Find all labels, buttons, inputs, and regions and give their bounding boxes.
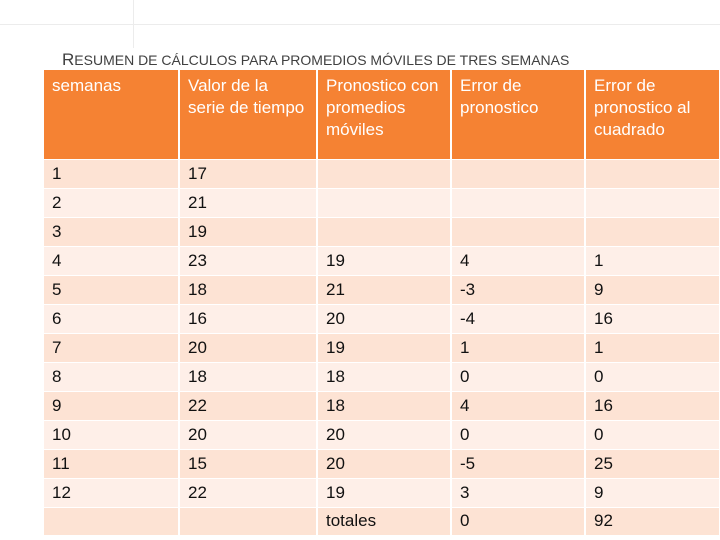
cell-semana <box>44 506 180 535</box>
cell-error <box>451 187 586 217</box>
totals-label: totales <box>317 506 452 535</box>
header-error-cuadrado: Error de pronostico al cuadrado <box>585 70 720 159</box>
cell-semana: 6 <box>44 303 180 333</box>
cell-error: -3 <box>451 274 586 304</box>
cell-error-cuadrado: 1 <box>585 245 720 275</box>
table-row: 11 15 20 -5 25 <box>44 448 720 478</box>
cell-semana: 3 <box>44 216 180 246</box>
cell-error-cuadrado: 1 <box>585 332 720 362</box>
table-row: 10 20 20 0 0 <box>44 419 720 449</box>
cell-valor: 18 <box>179 274 318 304</box>
cell-error-cuadrado: 16 <box>585 390 720 420</box>
cell-pronostico <box>317 187 452 217</box>
cell-error-cuadrado <box>585 158 720 188</box>
cell-error-cuadrado <box>585 216 720 246</box>
table-row: 7 20 19 1 1 <box>44 332 720 362</box>
cell-error: 0 <box>451 419 586 449</box>
table-row: 1 17 <box>44 158 720 188</box>
cell-error: 4 <box>451 390 586 420</box>
cell-valor: 22 <box>179 477 318 507</box>
cell-pronostico: 20 <box>317 448 452 478</box>
title-first-letter: R <box>62 50 75 69</box>
table-row: 9 22 18 4 16 <box>44 390 720 420</box>
table-row: 12 22 19 3 9 <box>44 477 720 507</box>
table-row: 4 23 19 4 1 <box>44 245 720 275</box>
table-row: 2 21 <box>44 187 720 217</box>
cell-semana: 9 <box>44 390 180 420</box>
title-rest: ESUMEN DE CÁLCULOS PARA PROMEDIOS MÓVILE… <box>74 52 570 68</box>
cell-pronostico: 21 <box>317 274 452 304</box>
cell-pronostico: 19 <box>317 245 452 275</box>
cell-semana: 2 <box>44 187 180 217</box>
cell-semana: 1 <box>44 158 180 188</box>
cell-error: 4 <box>451 245 586 275</box>
cell-valor: 21 <box>179 187 318 217</box>
moving-average-table: semanas Valor de la serie de tiempo Pron… <box>44 70 720 535</box>
header-semanas: semanas <box>44 70 180 159</box>
cell-pronostico: 19 <box>317 332 452 362</box>
table-header-row: semanas Valor de la serie de tiempo Pron… <box>44 70 720 159</box>
cell-error-cuadrado: 16 <box>585 303 720 333</box>
cell-valor: 17 <box>179 158 318 188</box>
cell-valor: 15 <box>179 448 318 478</box>
cell-semana: 5 <box>44 274 180 304</box>
cell-pronostico: 19 <box>317 477 452 507</box>
cell-valor <box>179 506 318 535</box>
cell-semana: 4 <box>44 245 180 275</box>
cell-error-cuadrado: 9 <box>585 477 720 507</box>
cell-pronostico: 18 <box>317 361 452 391</box>
header-valor-serie: Valor de la serie de tiempo <box>179 70 318 159</box>
cell-error: 1 <box>451 332 586 362</box>
cell-error-cuadrado <box>585 187 720 217</box>
cell-valor: 16 <box>179 303 318 333</box>
totals-row: totales 0 92 <box>44 506 720 535</box>
cell-semana: 8 <box>44 361 180 391</box>
cell-error-cuadrado: 25 <box>585 448 720 478</box>
decorative-line-horizontal <box>0 24 720 25</box>
total-error-cuadrado: 92 <box>585 506 720 535</box>
decorative-line-vertical <box>133 0 134 48</box>
cell-error-cuadrado: 9 <box>585 274 720 304</box>
cell-semana: 7 <box>44 332 180 362</box>
cell-valor: 23 <box>179 245 318 275</box>
cell-pronostico: 20 <box>317 419 452 449</box>
cell-pronostico: 20 <box>317 303 452 333</box>
total-error: 0 <box>451 506 586 535</box>
cell-valor: 22 <box>179 390 318 420</box>
cell-error-cuadrado: 0 <box>585 419 720 449</box>
cell-pronostico <box>317 158 452 188</box>
cell-pronostico: 18 <box>317 390 452 420</box>
cell-semana: 11 <box>44 448 180 478</box>
table-row: 8 18 18 0 0 <box>44 361 720 391</box>
cell-error <box>451 158 586 188</box>
cell-error: -4 <box>451 303 586 333</box>
cell-semana: 12 <box>44 477 180 507</box>
cell-valor: 20 <box>179 419 318 449</box>
cell-error: 0 <box>451 361 586 391</box>
cell-valor: 18 <box>179 361 318 391</box>
header-error: Error de pronostico <box>451 70 586 159</box>
table-row: 6 16 20 -4 16 <box>44 303 720 333</box>
cell-error <box>451 216 586 246</box>
cell-pronostico <box>317 216 452 246</box>
slide-title: RESUMEN DE CÁLCULOS PARA PROMEDIOS MÓVIL… <box>62 50 712 70</box>
cell-valor: 20 <box>179 332 318 362</box>
cell-error: -5 <box>451 448 586 478</box>
cell-error-cuadrado: 0 <box>585 361 720 391</box>
cell-error: 3 <box>451 477 586 507</box>
cell-valor: 19 <box>179 216 318 246</box>
table-row: 5 18 21 -3 9 <box>44 274 720 304</box>
table-row: 3 19 <box>44 216 720 246</box>
header-pronostico: Pronostico con promedios móviles <box>317 70 452 159</box>
cell-semana: 10 <box>44 419 180 449</box>
